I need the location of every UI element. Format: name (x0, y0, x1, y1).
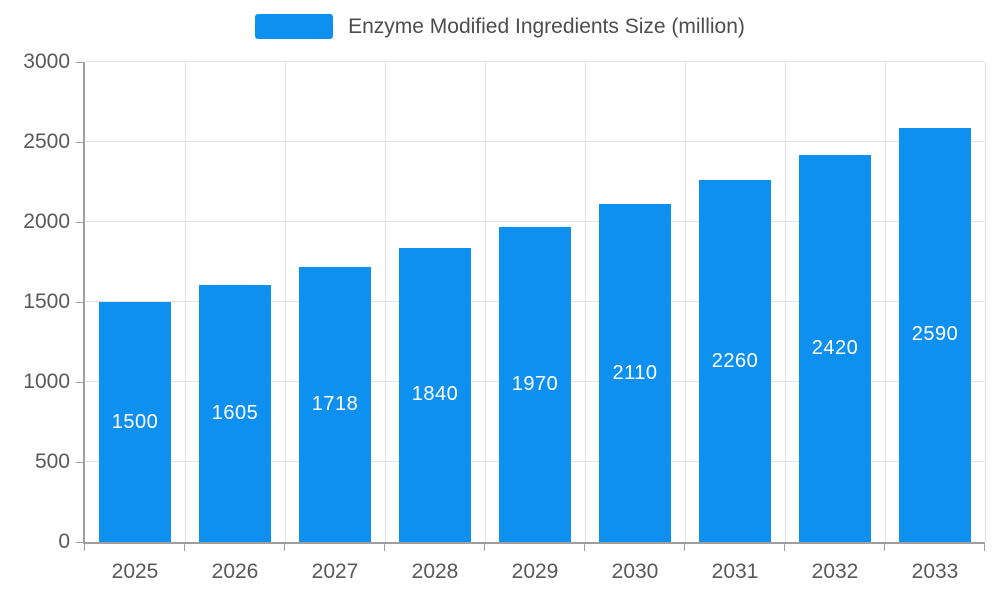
x-tick-mark (184, 544, 185, 551)
y-tick-mark (76, 61, 83, 63)
vertical-gridline (985, 62, 986, 542)
vertical-gridline (585, 62, 586, 542)
y-tick-label: 2000 (23, 210, 70, 233)
bar: 1840 (399, 247, 471, 542)
x-tick-mark (384, 544, 385, 551)
x-tick-mark (784, 544, 785, 551)
bar: 2590 (899, 127, 971, 542)
horizontal-gridline (85, 61, 985, 62)
y-tick-label: 3000 (23, 50, 70, 73)
x-tick-mark (484, 544, 485, 551)
y-tick-mark (76, 221, 83, 223)
x-tick-mark (984, 544, 985, 551)
bar: 2420 (799, 154, 871, 542)
x-axis-line (83, 542, 985, 544)
bar: 2260 (699, 180, 771, 542)
bar: 1970 (499, 226, 571, 542)
vertical-gridline (384, 62, 386, 542)
bar: 2110 (599, 204, 671, 542)
y-tick-label: 2500 (23, 130, 70, 153)
bar-value-label: 1970 (511, 372, 559, 395)
vertical-gridline (684, 62, 686, 542)
x-tick-label: 2026 (211, 560, 259, 583)
x-tick-label: 2029 (511, 560, 559, 583)
y-tick-mark (76, 301, 83, 303)
x-tick-label: 2025 (111, 560, 159, 583)
bar-value-label: 2590 (911, 323, 959, 346)
y-tick-mark (76, 141, 83, 143)
vertical-gridline (485, 62, 486, 542)
bar-value-label: 2420 (811, 336, 859, 359)
bar: 1500 (98, 302, 171, 542)
x-tick-label: 2027 (311, 560, 359, 583)
bar-value-label: 1840 (411, 383, 459, 406)
legend-label: Enzyme Modified Ingredients Size (millio… (348, 14, 745, 38)
vertical-gridline (885, 62, 886, 542)
x-tick-mark (884, 544, 885, 551)
y-tick-label: 1000 (23, 370, 70, 393)
horizontal-gridline (85, 221, 985, 222)
y-tick-mark (76, 541, 83, 543)
bar-value-label: 1500 (111, 410, 159, 433)
x-tick-mark (284, 544, 285, 551)
bars-layer: 1500 1605 1718 1840 1970 2110 2260 2420 2590 (85, 62, 985, 542)
x-tick-mark (84, 544, 85, 551)
x-tick-label: 2032 (811, 560, 859, 583)
bar-value-label: 1605 (211, 402, 259, 425)
y-tick-label: 500 (34, 450, 70, 473)
bar-value-label: 2260 (711, 349, 759, 372)
bar-value-label: 1718 (311, 393, 359, 416)
x-tick-mark (584, 544, 585, 551)
x-tick-label: 2031 (711, 560, 759, 583)
x-tick-label: 2033 (911, 560, 959, 583)
x-tick-mark (684, 544, 685, 551)
legend-swatch-icon (255, 14, 334, 39)
x-tick-label: 2028 (411, 560, 459, 583)
legend[interactable]: Enzyme Modified Ingredients Size (millio… (0, 14, 1000, 39)
y-tick-label: 0 (58, 530, 70, 553)
y-tick-mark (76, 461, 83, 463)
bar: 1605 (199, 285, 271, 542)
bar: 1718 (299, 267, 371, 542)
horizontal-gridline (85, 141, 985, 142)
vertical-gridline (785, 62, 786, 542)
y-tick-mark (76, 381, 83, 383)
x-tick-label: 2030 (611, 560, 659, 583)
vertical-gridline (185, 62, 186, 542)
plot-area: 1500 1605 1718 1840 1970 2110 2260 2420 2590 (85, 61, 986, 542)
bar-value-label: 2110 (612, 361, 658, 384)
y-axis-line (83, 62, 85, 544)
vertical-gridline (285, 62, 286, 542)
y-tick-label: 1500 (23, 290, 70, 313)
